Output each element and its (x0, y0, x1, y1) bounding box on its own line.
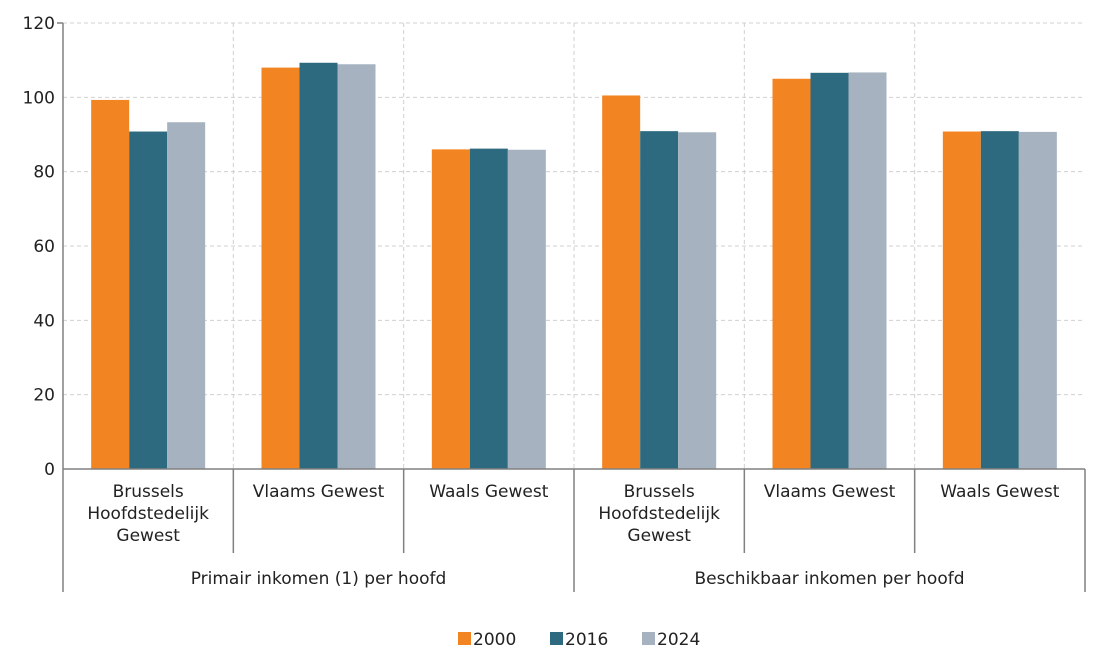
bar-2000 (942, 131, 981, 469)
x-category-label: Vlaams Gewest (253, 482, 385, 502)
x-group-label: Primair inkomen (1) per hoofd (191, 569, 447, 589)
legend-label: 2016 (565, 630, 608, 650)
bar-2000 (431, 149, 470, 469)
x-category-label: Gewest (627, 526, 691, 546)
y-tick-label: 80 (33, 163, 55, 183)
legend-label: 2000 (473, 630, 516, 650)
bar-2016 (299, 62, 338, 469)
y-tick-label: 20 (33, 386, 55, 406)
bar-2016 (469, 148, 508, 469)
bar-2016 (129, 131, 168, 469)
bar-2024 (678, 132, 717, 469)
x-category-label: Waals Gewest (940, 482, 1059, 502)
bar-2024 (507, 149, 546, 469)
x-category-label: Vlaams Gewest (764, 482, 896, 502)
y-axis-ticks: 0 20 40 60 80 100 120 (23, 14, 55, 480)
bar-2000 (602, 95, 641, 469)
x-group-label: Beschikbaar inkomen per hoofd (694, 569, 964, 589)
bar-2000 (772, 78, 811, 469)
legend-label: 2024 (657, 630, 700, 650)
bar-2016 (640, 131, 679, 469)
y-tick-label: 0 (44, 460, 55, 480)
y-tick-label: 100 (23, 88, 55, 108)
legend-swatch-2000 (458, 632, 471, 645)
x-category-label: Hoofdstedelijk (598, 504, 720, 524)
bar-2024 (337, 64, 376, 469)
bars (91, 62, 1057, 470)
bar-2016 (810, 72, 849, 469)
x-category-label: Brussels (113, 482, 184, 502)
bar-2000 (91, 99, 130, 469)
bar-2000 (261, 67, 300, 469)
axes (57, 22, 1086, 592)
y-tick-label: 60 (33, 237, 55, 257)
x-category-label: Brussels (624, 482, 695, 502)
legend-swatch-2024 (642, 632, 655, 645)
y-tick-label: 40 (33, 311, 55, 331)
x-category-label: Gewest (116, 526, 180, 546)
legend: 2000 2016 2024 (458, 630, 700, 650)
x-category-label: Waals Gewest (429, 482, 548, 502)
bar-2024 (167, 122, 206, 470)
bar-2024 (1018, 131, 1057, 470)
x-category-label: Hoofdstedelijk (87, 504, 209, 524)
bar-2024 (848, 72, 887, 469)
bar-2016 (980, 131, 1019, 469)
gridlines (63, 22, 1085, 469)
y-tick-label: 120 (23, 14, 55, 34)
legend-swatch-2016 (550, 632, 563, 645)
